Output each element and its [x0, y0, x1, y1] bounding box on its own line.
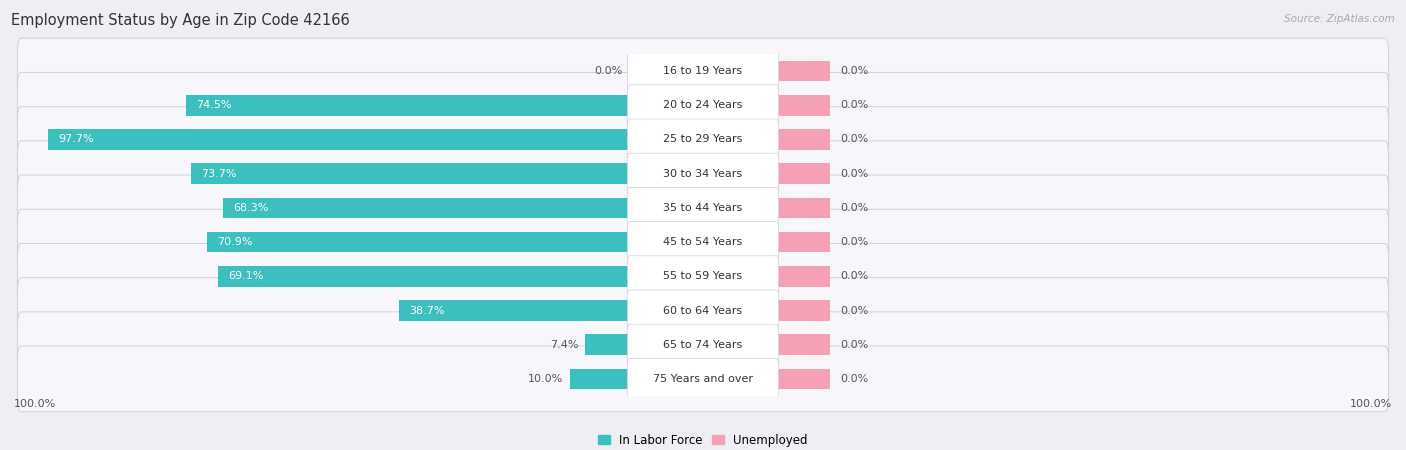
Text: 16 to 19 Years: 16 to 19 Years	[664, 66, 742, 76]
Text: 25 to 29 Years: 25 to 29 Years	[664, 135, 742, 144]
Text: 0.0%: 0.0%	[841, 237, 869, 247]
Bar	[207, 232, 630, 252]
Bar	[222, 198, 630, 218]
Text: 75 Years and over: 75 Years and over	[652, 374, 754, 384]
Text: 30 to 34 Years: 30 to 34 Years	[664, 169, 742, 179]
Bar	[776, 300, 830, 321]
FancyBboxPatch shape	[627, 85, 779, 126]
Bar	[776, 369, 830, 389]
Text: 0.0%: 0.0%	[841, 100, 869, 110]
Bar	[776, 95, 830, 116]
Text: Source: ZipAtlas.com: Source: ZipAtlas.com	[1284, 14, 1395, 23]
Text: 38.7%: 38.7%	[409, 306, 444, 315]
Bar	[191, 163, 630, 184]
Text: 0.0%: 0.0%	[841, 340, 869, 350]
Text: 55 to 59 Years: 55 to 59 Years	[664, 271, 742, 281]
FancyBboxPatch shape	[627, 324, 779, 365]
Text: 7.4%: 7.4%	[550, 340, 579, 350]
FancyBboxPatch shape	[627, 358, 779, 400]
FancyBboxPatch shape	[17, 107, 1389, 172]
Text: 0.0%: 0.0%	[841, 203, 869, 213]
Bar	[569, 369, 630, 389]
FancyBboxPatch shape	[17, 38, 1389, 104]
Text: 70.9%: 70.9%	[218, 237, 253, 247]
FancyBboxPatch shape	[627, 187, 779, 229]
Text: 0.0%: 0.0%	[841, 135, 869, 144]
FancyBboxPatch shape	[627, 221, 779, 263]
Text: 35 to 44 Years: 35 to 44 Years	[664, 203, 742, 213]
Text: 73.7%: 73.7%	[201, 169, 236, 179]
FancyBboxPatch shape	[627, 153, 779, 194]
Text: Employment Status by Age in Zip Code 42166: Employment Status by Age in Zip Code 421…	[11, 14, 350, 28]
FancyBboxPatch shape	[17, 312, 1389, 378]
Text: 10.0%: 10.0%	[529, 374, 564, 384]
Bar	[776, 198, 830, 218]
Text: 0.0%: 0.0%	[841, 169, 869, 179]
Bar	[776, 334, 830, 355]
Bar	[776, 129, 830, 150]
Bar	[776, 266, 830, 287]
FancyBboxPatch shape	[627, 50, 779, 92]
Text: 68.3%: 68.3%	[233, 203, 269, 213]
Text: 97.7%: 97.7%	[58, 135, 93, 144]
Bar	[399, 300, 630, 321]
FancyBboxPatch shape	[17, 141, 1389, 207]
FancyBboxPatch shape	[627, 290, 779, 331]
FancyBboxPatch shape	[17, 209, 1389, 275]
FancyBboxPatch shape	[17, 72, 1389, 138]
Bar	[776, 61, 830, 81]
Bar	[48, 129, 630, 150]
FancyBboxPatch shape	[17, 346, 1389, 412]
Text: 0.0%: 0.0%	[841, 374, 869, 384]
Bar	[218, 266, 630, 287]
Text: 65 to 74 Years: 65 to 74 Years	[664, 340, 742, 350]
FancyBboxPatch shape	[627, 119, 779, 160]
Text: 0.0%: 0.0%	[595, 66, 623, 76]
Text: 60 to 64 Years: 60 to 64 Years	[664, 306, 742, 315]
Text: 45 to 54 Years: 45 to 54 Years	[664, 237, 742, 247]
Text: 100.0%: 100.0%	[14, 400, 56, 410]
Bar	[776, 232, 830, 252]
Text: 0.0%: 0.0%	[841, 66, 869, 76]
Text: 0.0%: 0.0%	[841, 306, 869, 315]
Bar	[186, 95, 630, 116]
FancyBboxPatch shape	[627, 256, 779, 297]
Legend: In Labor Force, Unemployed: In Labor Force, Unemployed	[593, 429, 813, 450]
Text: 0.0%: 0.0%	[841, 271, 869, 281]
Text: 74.5%: 74.5%	[195, 100, 232, 110]
FancyBboxPatch shape	[17, 175, 1389, 241]
Bar	[585, 334, 630, 355]
Text: 69.1%: 69.1%	[228, 271, 263, 281]
Bar	[776, 163, 830, 184]
Text: 100.0%: 100.0%	[1350, 400, 1392, 410]
Text: 20 to 24 Years: 20 to 24 Years	[664, 100, 742, 110]
FancyBboxPatch shape	[17, 243, 1389, 309]
FancyBboxPatch shape	[17, 278, 1389, 343]
